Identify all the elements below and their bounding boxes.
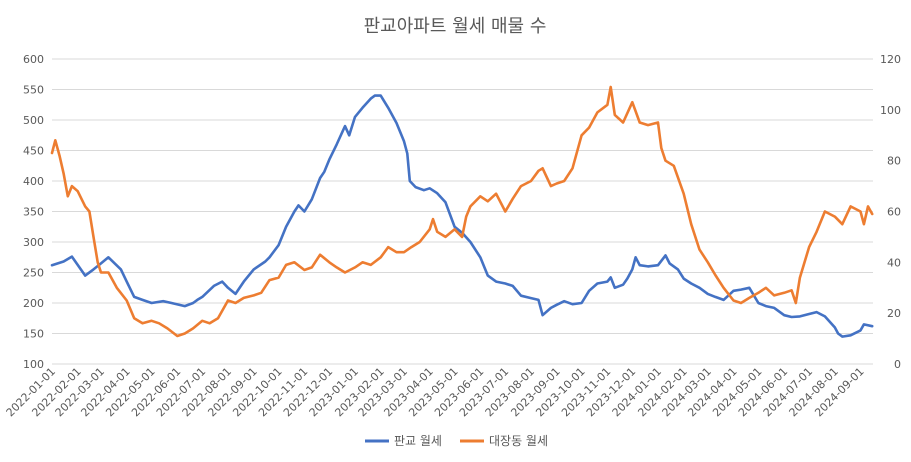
series-layer	[50, 85, 874, 338]
chart-title: 판교아파트 월세 매물 수	[364, 16, 547, 37]
y-left-tick-label: 150	[23, 328, 44, 341]
y-left-tick-label: 250	[23, 267, 44, 280]
y-left-tick-label: 400	[23, 175, 44, 188]
series-line-0	[50, 94, 874, 338]
y-left-tick-label: 450	[23, 145, 44, 158]
legend: 판교 월세 대장동 월세	[365, 434, 548, 448]
y-right-tick-label: 100	[880, 104, 901, 117]
legend-label-1: 대장동 월세	[489, 434, 548, 448]
y-left-tick-label: 600	[23, 53, 44, 66]
y-right-tick-label: 20	[887, 307, 901, 320]
y-left-tick-label: 300	[23, 236, 44, 249]
y-axis-left: 100 150 200 250 300 350 400 450 500 550 600	[23, 53, 44, 371]
gridlines	[52, 58, 873, 365]
y-right-tick-label: 80	[887, 155, 901, 168]
y-right-tick-label: 60	[887, 206, 901, 219]
legend-label-0: 판교 월세	[394, 434, 442, 448]
y-left-tick-label: 550	[23, 84, 44, 97]
y-right-tick-label: 120	[880, 53, 901, 66]
y-axis-right: 0 20 40 60 80 100 120	[880, 53, 901, 371]
y-left-tick-label: 500	[23, 114, 44, 127]
y-left-tick-label: 100	[23, 358, 44, 371]
series-line-1	[50, 85, 874, 338]
y-right-tick-label: 40	[887, 256, 901, 269]
y-left-tick-label: 350	[23, 206, 44, 219]
x-axis: 2022-01-012022-02-012022-03-012022-04-01…	[4, 365, 867, 419]
y-right-tick-label: 0	[894, 358, 901, 371]
y-left-tick-label: 200	[23, 297, 44, 310]
